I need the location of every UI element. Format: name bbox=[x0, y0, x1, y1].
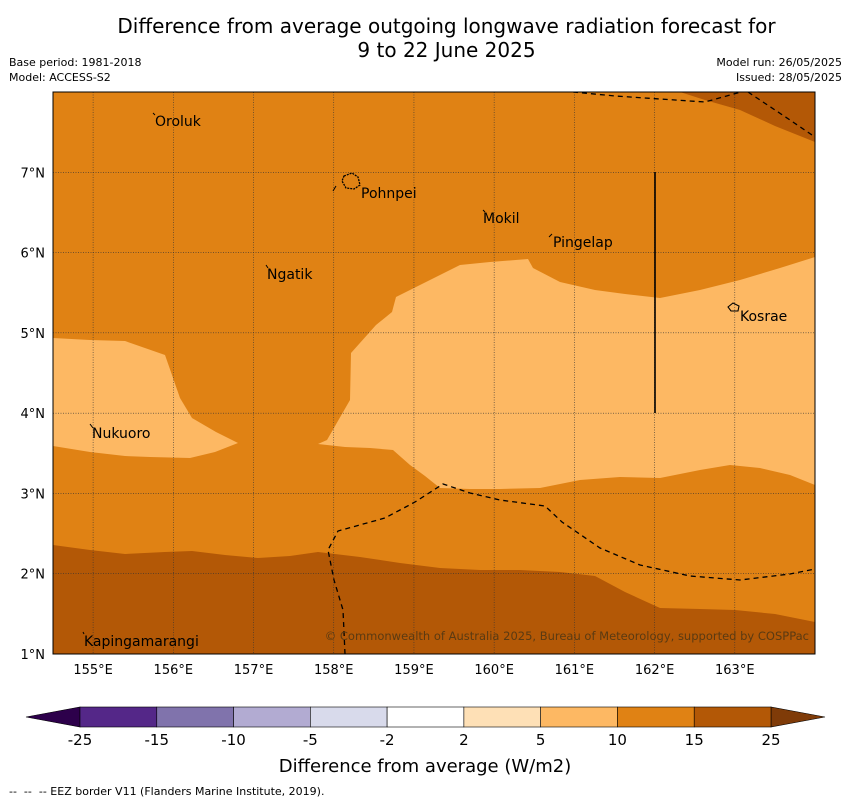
eez-border-north bbox=[572, 92, 744, 103]
lon-tick-label: 157°E bbox=[234, 663, 274, 678]
place-label-oroluk: Oroluk bbox=[155, 114, 202, 130]
lon-tick-label: 156°E bbox=[154, 663, 194, 678]
colorbar-tick-label: -15 bbox=[145, 731, 170, 749]
colorbar-tick-label: -5 bbox=[303, 731, 318, 749]
colorbar-tick-label: -2 bbox=[380, 731, 395, 749]
longitude-axis: 155°E 156°E 157°E 158°E 159°E 160°E 161°E 162°E… bbox=[73, 663, 754, 678]
nukuoro-mark bbox=[89, 423, 94, 429]
lon-tick-label: 162°E bbox=[635, 663, 675, 678]
place-label-kapingamarangi: Kapingamarangi bbox=[84, 634, 199, 650]
eez-border-south bbox=[327, 483, 815, 654]
lat-tick-label: 4°N bbox=[21, 407, 46, 422]
map-frame bbox=[52, 91, 816, 655]
lat-tick-label: 6°N bbox=[21, 247, 46, 262]
latitude-axis: 1°N 2°N 3°N 4°N 5°N 6°N 7°N bbox=[21, 166, 46, 663]
anomaly-band-5-10-east bbox=[318, 257, 815, 489]
issued-text: Issued: 28/05/2025 bbox=[735, 71, 842, 84]
place-label-pohnpei: Pohnpei bbox=[361, 186, 417, 202]
colorbar-swatch bbox=[233, 706, 311, 728]
lon-tick-label: 155°E bbox=[73, 663, 113, 678]
ngatik-mark bbox=[265, 264, 269, 269]
colorbar-swatch bbox=[310, 706, 388, 728]
eez-borders bbox=[327, 92, 815, 654]
copyright-notice: © Commonwealth of Australia 2025, Bureau… bbox=[325, 629, 809, 643]
kosrae-island-shape bbox=[727, 302, 740, 312]
lon-tick-label: 163°E bbox=[715, 663, 755, 678]
lon-tick-label: 160°E bbox=[474, 663, 514, 678]
colorbar-tick-label: 5 bbox=[536, 731, 546, 749]
lat-tick-label: 2°N bbox=[21, 568, 46, 583]
colorbar-tick-label: 25 bbox=[761, 731, 780, 749]
place-label-pingelap: Pingelap bbox=[553, 235, 613, 251]
map-gridlines bbox=[53, 92, 815, 654]
colorbar-over-arrow bbox=[770, 706, 826, 728]
colorbar-swatch bbox=[540, 706, 618, 728]
pohnpei-island-shape bbox=[341, 172, 361, 190]
pohnpei-atoll-mark bbox=[332, 185, 337, 192]
lat-tick-label: 1°N bbox=[21, 648, 46, 663]
anomaly-band-15-25-northeast bbox=[680, 92, 815, 142]
colorbar-tick-label: -10 bbox=[221, 731, 246, 749]
colorbar-tick-label: 15 bbox=[685, 731, 704, 749]
pingelap-mark bbox=[548, 233, 553, 238]
lat-tick-label: 3°N bbox=[21, 487, 46, 502]
place-label-mokil: Mokil bbox=[483, 211, 520, 227]
colorbar-swatch bbox=[386, 706, 465, 728]
eez-footnote: -- -- -- EEZ border V11 (Flanders Marine… bbox=[9, 785, 325, 798]
base-period-text: Base period: 1981-2018 bbox=[9, 56, 142, 69]
anomaly-band-5-10-west bbox=[53, 338, 238, 458]
meta-left: Base period: 1981-2018 Model: ACCESS-S2 bbox=[9, 55, 141, 85]
colorbar-tick-label: -25 bbox=[68, 731, 93, 749]
lat-tick-label: 7°N bbox=[21, 166, 46, 181]
colorbar-title: Difference from average (W/m2) bbox=[279, 756, 571, 777]
colorbar-swatch bbox=[693, 706, 772, 728]
colorbar: -25 -15 -10 -5 -2 2 5 10 15 25 bbox=[25, 706, 826, 749]
lon-tick-label: 158°E bbox=[314, 663, 354, 678]
title-line-1: Difference from average outgoing longwav… bbox=[117, 14, 776, 38]
colorbar-swatch bbox=[156, 706, 234, 728]
model-text: Model: ACCESS-S2 bbox=[9, 71, 111, 84]
meta-right: Model run: 26/05/2025 Issued: 28/05/2025 bbox=[716, 55, 842, 85]
lat-tick-label: 5°N bbox=[21, 327, 46, 342]
anomaly-band-15-25-south bbox=[53, 545, 815, 654]
colorbar-tick-label: 10 bbox=[608, 731, 627, 749]
lon-tick-label: 161°E bbox=[555, 663, 595, 678]
place-label-ngatik: Ngatik bbox=[267, 267, 313, 283]
oroluk-mark bbox=[152, 112, 156, 116]
colorbar-tick-label: 2 bbox=[459, 731, 469, 749]
mokil-mark bbox=[482, 209, 486, 213]
map-panel: Oroluk Pohnpei Mokil Pingelap Ngatik Kos… bbox=[53, 92, 815, 654]
title-line-2: 9 to 22 June 2025 bbox=[357, 38, 536, 62]
colorbar-swatch bbox=[79, 706, 158, 728]
colorbar-swatch bbox=[463, 706, 541, 728]
place-label-nukuoro: Nukuoro bbox=[92, 426, 150, 442]
chart-title: Difference from average outgoing longwav… bbox=[0, 14, 850, 62]
place-label-kosrae: Kosrae bbox=[740, 309, 787, 325]
model-run-text: Model run: 26/05/2025 bbox=[716, 56, 842, 69]
colorbar-swatch bbox=[617, 706, 695, 728]
lon-tick-label: 159°E bbox=[394, 663, 434, 678]
kapingamarangi-mark bbox=[82, 631, 85, 635]
colorbar-under-arrow bbox=[25, 706, 81, 728]
